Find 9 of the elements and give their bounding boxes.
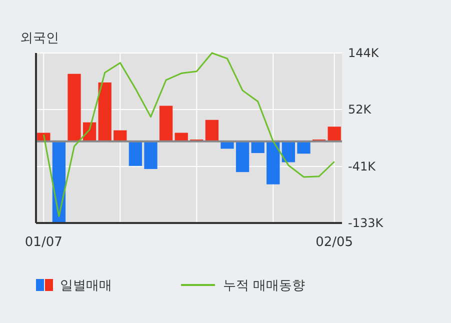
- x-tick-label: 01/07: [24, 235, 62, 250]
- y-tick-label: 52K: [348, 102, 372, 117]
- y-tick-label: -133K: [348, 216, 384, 230]
- legend-label: 일별매매: [60, 278, 112, 294]
- legend-label: 누적 매매동향: [223, 278, 306, 294]
- y-tick-label: 144K: [348, 46, 380, 60]
- y-tick-label: -41K: [348, 160, 377, 174]
- chart-title: 외국인: [20, 31, 59, 46]
- x-tick-label: 02/05: [316, 235, 354, 250]
